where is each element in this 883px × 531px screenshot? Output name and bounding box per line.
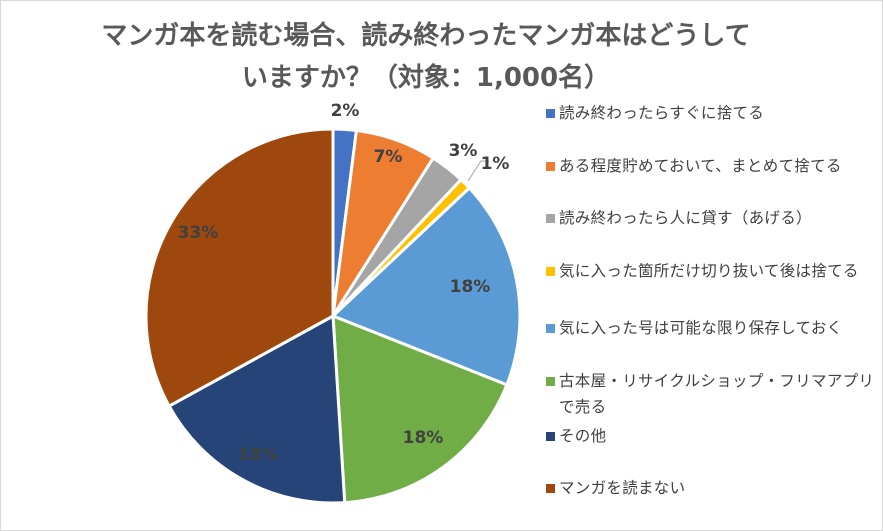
legend-item: 古本屋・リサイクルショップ・フリマアプリで売る (546, 368, 876, 420)
legend-swatch (546, 377, 555, 386)
data-label: 18% (450, 277, 491, 297)
data-label: 2% (331, 101, 360, 121)
legend-swatch (546, 162, 555, 171)
chart-title-line-2: いますか？（対象：1,000名） (241, 63, 611, 93)
legend-item: 気に入った号は可能な限り保存しておく (546, 315, 876, 341)
legend-label: 気に入った号は可能な限り保存しておく (559, 319, 843, 337)
legend-item: その他 (546, 423, 876, 449)
chart-title: マンガ本を読む場合、読み終わったマンガ本はどうして いますか？（対象：1,000… (31, 15, 821, 99)
legend-item: 読み終わったら人に貸す（あげる） (546, 205, 876, 231)
legend-item: ある程度貯めておいて、まとめて捨てる (546, 153, 876, 179)
legend-label: その他 (559, 427, 607, 445)
legend-swatch (546, 484, 555, 493)
pie-slice (331, 313, 509, 505)
legend-item: 読み終わったらすぐに捨てる (546, 100, 876, 126)
legend-item: マンガを読まない (546, 475, 876, 501)
legend-item: 気に入った箇所だけ切り抜いて後は捨てる (546, 258, 876, 284)
data-label: 3% (449, 141, 478, 161)
pie-slice (144, 127, 335, 409)
legend-swatch (546, 432, 555, 441)
data-label: 18% (238, 445, 279, 465)
legend-label: 古本屋・リサイクルショップ・フリマアプリで売る (559, 372, 875, 416)
legend-label: 読み終わったら人に貸す（あげる） (559, 209, 812, 227)
data-label: 18% (403, 428, 444, 448)
legend-label: マンガを読まない (559, 479, 686, 497)
legend-swatch (546, 324, 555, 333)
chart-title-line-1: マンガ本を読む場合、読み終わったマンガ本はどうして (101, 21, 751, 51)
leader-line (467, 160, 489, 182)
legend-swatch (546, 109, 555, 118)
legend-swatch (546, 267, 555, 276)
data-label: 1% (481, 154, 510, 174)
legend-label: 読み終わったらすぐに捨てる (559, 104, 765, 122)
legend-swatch (546, 214, 555, 223)
pie-slice (167, 313, 347, 505)
data-labels: 2% 7% 3%1% 18% 18% 18% 33% (178, 101, 510, 465)
legend-label: ある程度貯めておいて、まとめて捨てる (559, 157, 842, 175)
leader-lines (467, 160, 489, 182)
data-label: 33% (178, 223, 219, 243)
data-label: 7% (374, 147, 403, 167)
pie-slices (144, 127, 522, 505)
pie-slice (330, 185, 522, 387)
legend-label: 気に入った箇所だけ切り抜いて後は捨てる (559, 262, 859, 280)
